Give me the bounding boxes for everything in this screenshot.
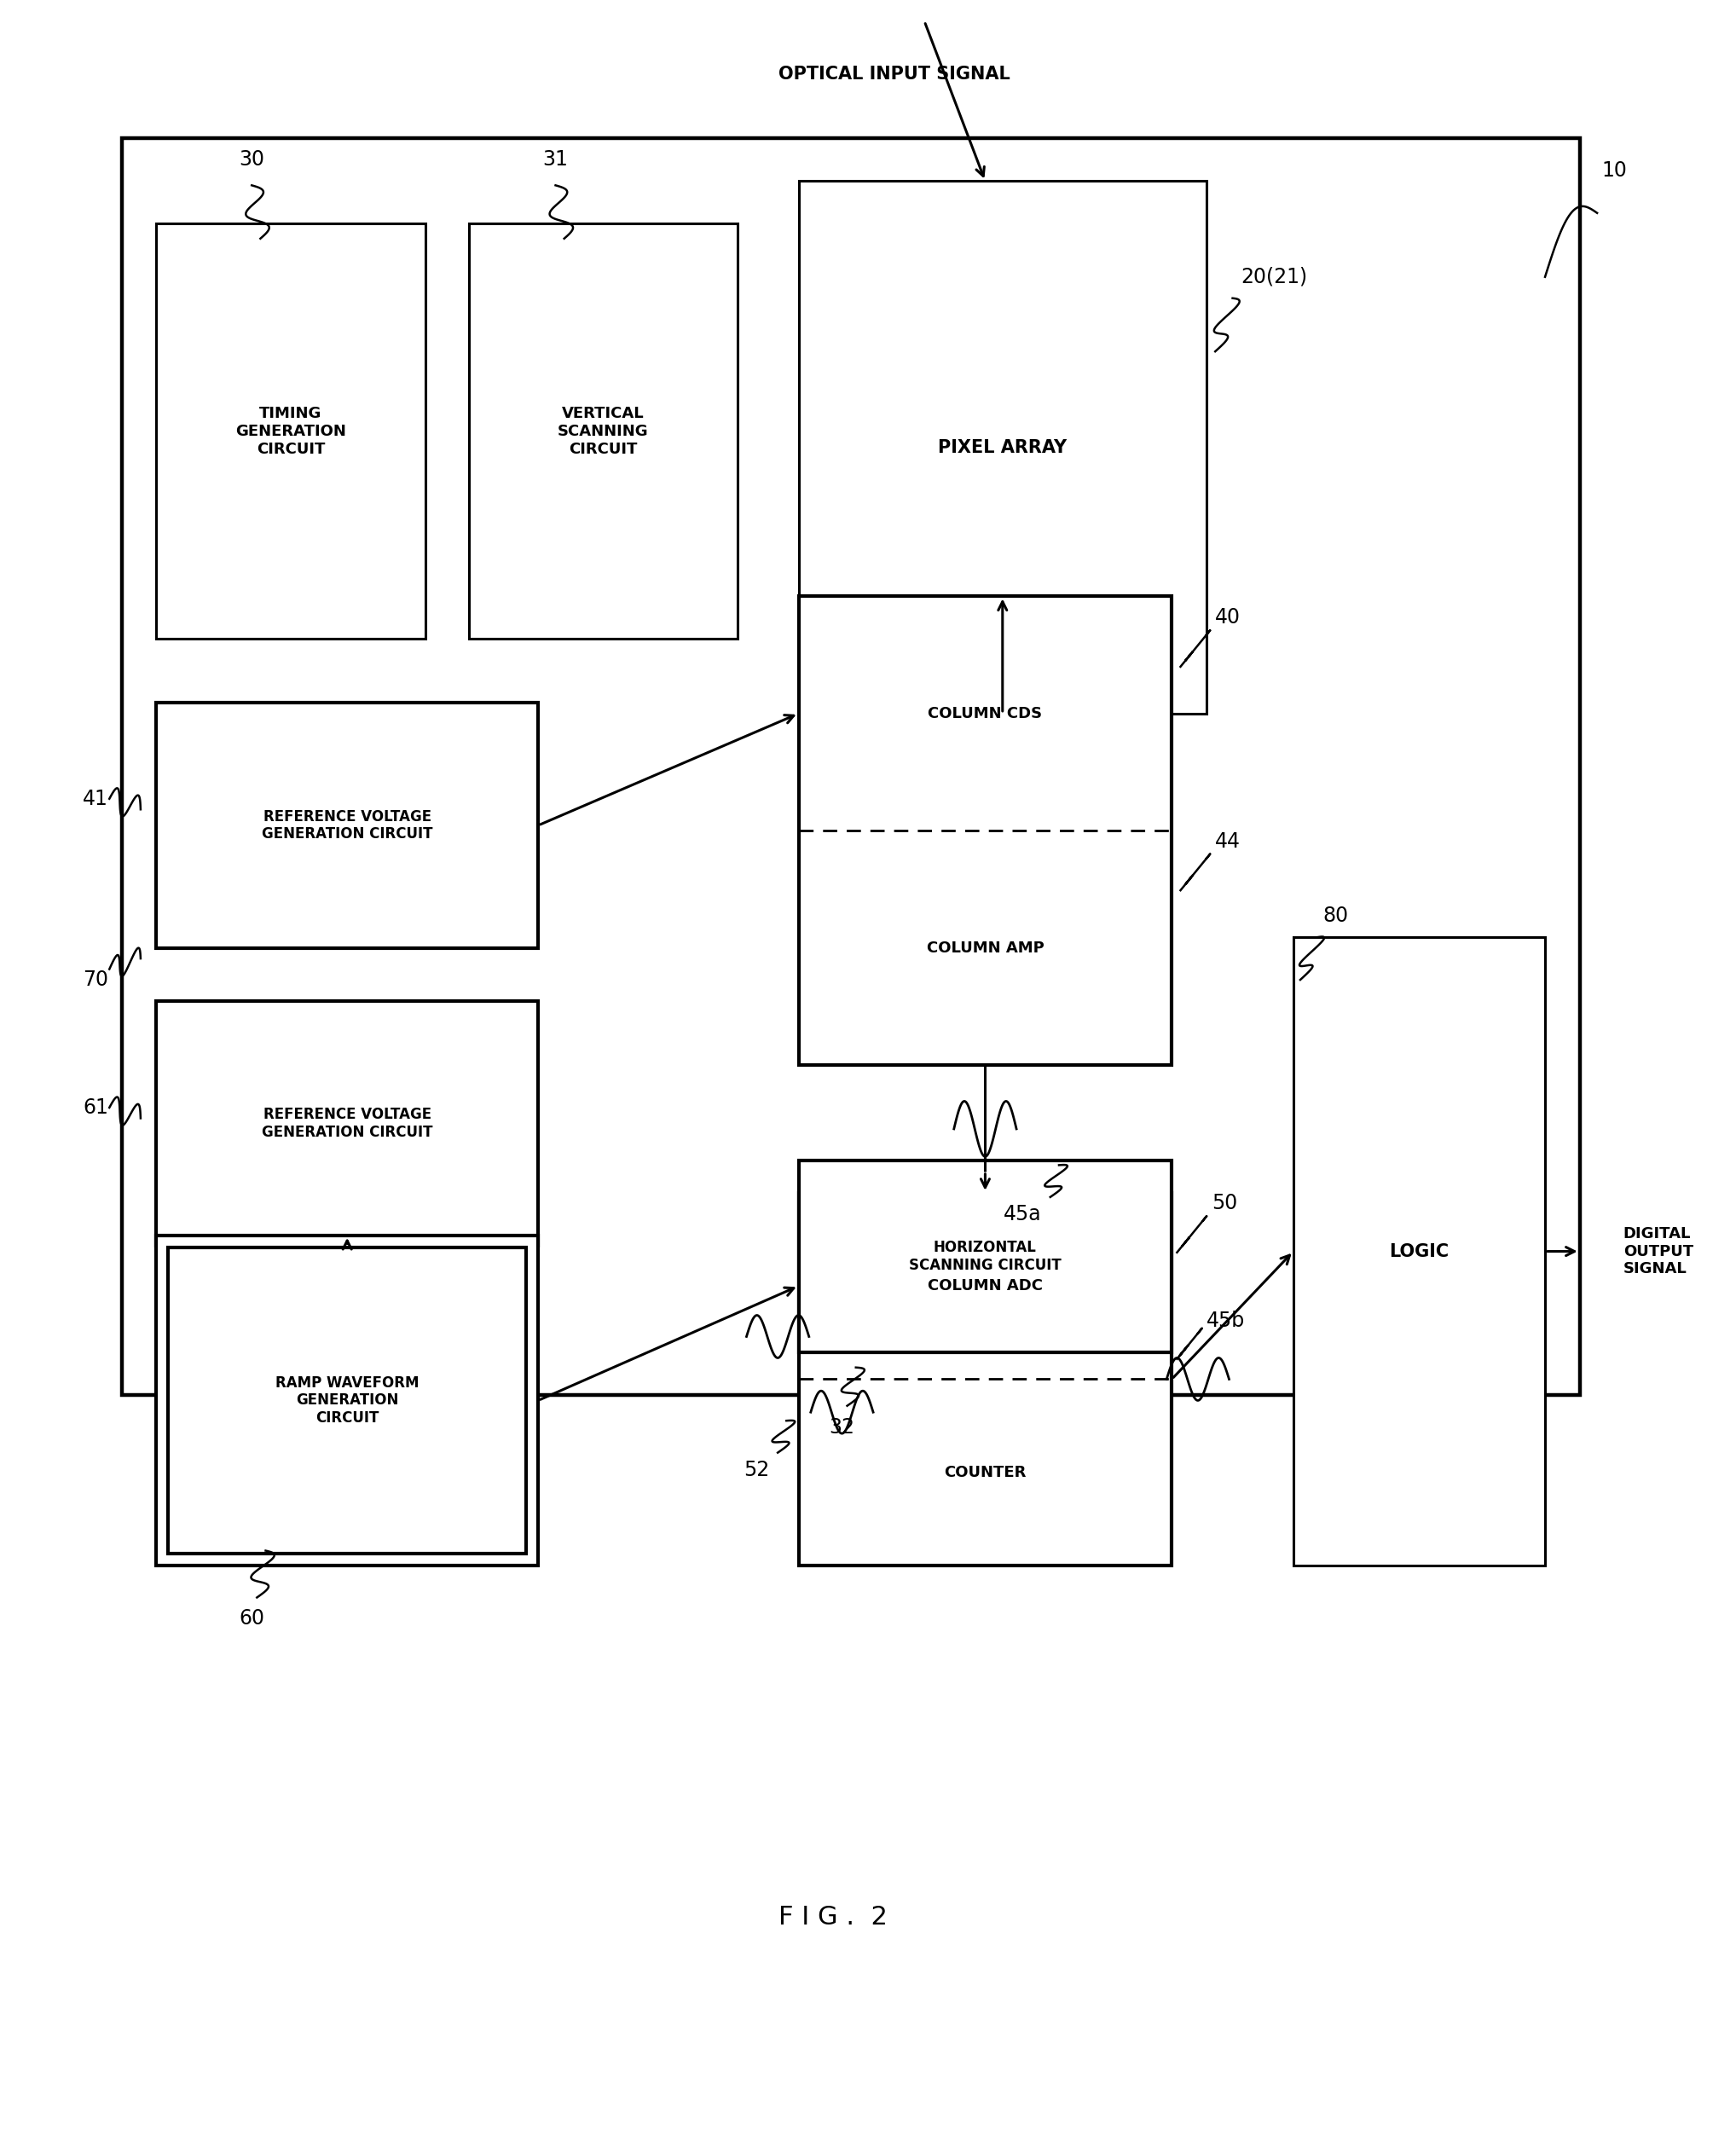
Text: COLUMN AMP: COLUMN AMP: [927, 939, 1043, 956]
Text: 45b: 45b: [1207, 1310, 1245, 1331]
Text: OPTICAL INPUT SIGNAL: OPTICAL INPUT SIGNAL: [778, 66, 1010, 83]
Bar: [156, 224, 425, 639]
Text: 70: 70: [83, 969, 108, 990]
Text: HORIZONTAL
SCANNING CIRCUIT: HORIZONTAL SCANNING CIRCUIT: [910, 1240, 1061, 1274]
Text: 80: 80: [1323, 905, 1349, 927]
Text: 20(21): 20(21): [1241, 266, 1307, 288]
Text: REFERENCE VOLTAGE
GENERATION CIRCUIT: REFERENCE VOLTAGE GENERATION CIRCUIT: [262, 1108, 432, 1140]
Bar: [122, 138, 1580, 1395]
Text: 50: 50: [1212, 1193, 1238, 1214]
Text: 40: 40: [1215, 607, 1241, 628]
Text: 52: 52: [743, 1459, 769, 1480]
Text: 60: 60: [240, 1608, 264, 1629]
Bar: [799, 596, 1172, 1065]
Text: 10: 10: [1602, 160, 1627, 181]
Text: 61: 61: [83, 1097, 108, 1118]
Bar: [156, 1235, 538, 1566]
Text: COUNTER: COUNTER: [944, 1465, 1026, 1480]
Text: 31: 31: [543, 149, 568, 170]
Bar: [469, 224, 738, 639]
Bar: [799, 1193, 1172, 1566]
Text: 30: 30: [240, 149, 264, 170]
Text: VERTICAL
SCANNING
CIRCUIT: VERTICAL SCANNING CIRCUIT: [557, 407, 649, 456]
Text: RAMP WAVEFORM
GENERATION
CIRCUIT: RAMP WAVEFORM GENERATION CIRCUIT: [276, 1376, 418, 1425]
Text: PIXEL ARRAY: PIXEL ARRAY: [937, 439, 1068, 456]
Text: COLUMN CDS: COLUMN CDS: [929, 705, 1042, 722]
Text: DIGITAL
OUTPUT
SIGNAL: DIGITAL OUTPUT SIGNAL: [1623, 1227, 1693, 1276]
Text: 45a: 45a: [1003, 1203, 1042, 1225]
Text: COLUMN ADC: COLUMN ADC: [927, 1278, 1043, 1293]
Bar: [156, 703, 538, 948]
Text: TIMING
GENERATION
CIRCUIT: TIMING GENERATION CIRCUIT: [236, 407, 345, 456]
Text: 41: 41: [83, 788, 108, 809]
Text: REFERENCE VOLTAGE
GENERATION CIRCUIT: REFERENCE VOLTAGE GENERATION CIRCUIT: [262, 809, 432, 841]
Bar: [156, 1001, 538, 1246]
Bar: [1293, 937, 1545, 1566]
Text: LOGIC: LOGIC: [1389, 1242, 1450, 1261]
Bar: [168, 1248, 526, 1553]
Bar: [799, 181, 1207, 714]
Text: F I G .  2: F I G . 2: [779, 1904, 887, 1930]
Bar: [799, 1161, 1172, 1353]
Text: 44: 44: [1215, 831, 1241, 852]
Text: 32: 32: [830, 1416, 854, 1438]
